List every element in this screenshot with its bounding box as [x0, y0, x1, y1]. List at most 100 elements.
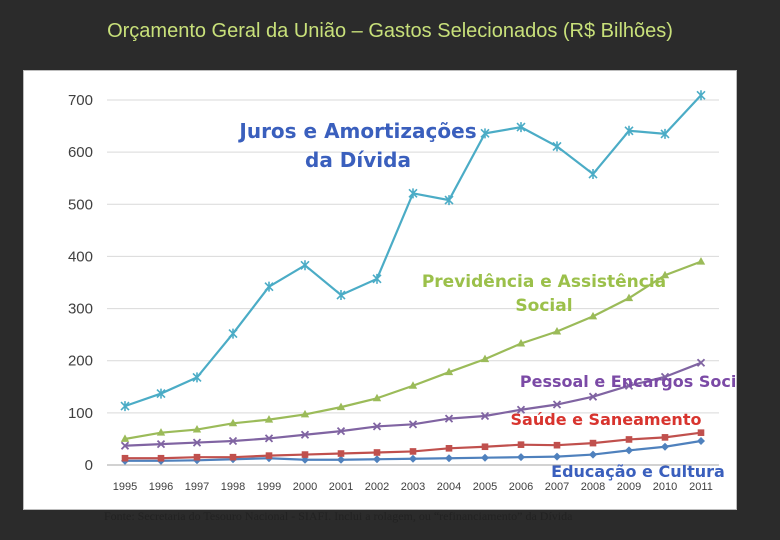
data-point — [480, 354, 490, 363]
data-point — [444, 195, 454, 206]
data-point — [589, 439, 597, 447]
slide-title: Orçamento Geral da União – Gastos Seleci… — [107, 20, 673, 42]
x-tick-label: 2004 — [437, 481, 461, 493]
data-point — [265, 452, 273, 459]
data-point — [516, 405, 526, 414]
data-point — [156, 440, 166, 449]
y-tick-label: 200 — [68, 353, 93, 370]
data-point — [192, 425, 202, 433]
data-point — [120, 434, 130, 442]
data-point — [228, 328, 238, 339]
x-tick-label: 1995 — [113, 481, 137, 493]
data-point — [408, 381, 418, 389]
data-point — [121, 454, 129, 462]
x-tick-label: 1997 — [185, 481, 209, 493]
series-label: Educação e Cultura — [551, 462, 725, 481]
data-point — [372, 422, 382, 431]
x-tick-label: 2002 — [365, 481, 389, 493]
data-point — [409, 454, 417, 463]
data-point — [588, 169, 598, 180]
data-point — [229, 453, 237, 461]
y-tick-label: 400 — [68, 248, 93, 265]
data-point — [156, 428, 166, 436]
data-point — [660, 270, 670, 279]
data-point — [661, 442, 669, 451]
y-tick-label: 100 — [68, 405, 93, 422]
data-point — [661, 434, 669, 441]
data-point — [660, 128, 670, 139]
line-chart: 0 100 200 300 400 500 600 700 1995 1996 1997 1998 19… — [68, 90, 736, 493]
data-point — [264, 434, 274, 443]
data-point — [193, 453, 201, 461]
y-tick-label: 300 — [68, 301, 93, 318]
x-tick-label: 2010 — [653, 481, 677, 493]
data-point — [337, 455, 345, 464]
x-tick-label: 2009 — [617, 481, 641, 493]
data-point — [120, 401, 130, 412]
x-tick-label: 1998 — [221, 481, 245, 493]
data-point — [553, 452, 561, 461]
series-label: Pessoal e Encargos Sociais — [520, 372, 736, 391]
data-point — [516, 339, 526, 347]
data-point — [516, 122, 526, 133]
data-point — [192, 438, 202, 447]
data-point — [337, 450, 345, 457]
data-point — [480, 411, 490, 421]
y-tick-label: 700 — [68, 92, 93, 109]
data-point — [624, 293, 634, 302]
data-point — [697, 437, 705, 446]
series-label: Saúde e Saneamento — [511, 410, 702, 429]
data-point — [588, 392, 598, 401]
data-point — [517, 441, 525, 448]
source-note: Fonte: Secretaria do Tesouro Nacional - … — [104, 509, 573, 523]
data-point — [264, 415, 274, 423]
data-point — [481, 453, 489, 462]
x-tick-label: 1999 — [257, 481, 281, 493]
series-label: Juros e Amortizações — [237, 119, 476, 143]
data-point — [300, 409, 310, 418]
data-point — [445, 454, 453, 463]
data-point — [696, 257, 706, 265]
data-point — [409, 448, 417, 455]
data-point — [697, 429, 705, 436]
x-tick-label: 2005 — [473, 481, 497, 493]
x-tick-label: 1996 — [149, 481, 173, 493]
data-point — [553, 441, 561, 449]
data-point — [624, 125, 634, 136]
data-point — [589, 450, 597, 459]
chart-frame: 0 100 200 300 400 500 600 700 1995 1996 1997 1998 19… — [23, 70, 737, 510]
data-point — [373, 449, 381, 456]
data-point — [156, 388, 166, 399]
data-point — [444, 414, 454, 423]
data-point — [625, 446, 633, 455]
data-point — [552, 400, 562, 409]
data-point — [372, 393, 382, 402]
data-point — [372, 273, 382, 284]
data-point — [481, 443, 489, 451]
y-tick-label: 600 — [68, 144, 93, 161]
data-point — [660, 372, 670, 382]
data-point — [228, 418, 238, 427]
data-point — [696, 358, 706, 367]
x-tick-label: 2001 — [329, 481, 353, 493]
data-point — [588, 311, 598, 320]
data-point — [264, 281, 274, 292]
data-point — [192, 372, 202, 383]
x-tick-label: 2007 — [545, 481, 569, 493]
y-tick-label: 500 — [68, 196, 93, 213]
data-point — [228, 436, 238, 446]
series-label: da Dívida — [305, 148, 411, 172]
data-point — [552, 327, 562, 335]
data-point — [625, 436, 633, 443]
data-point — [336, 290, 346, 301]
x-tick-label: 2008 — [581, 481, 605, 493]
data-point — [157, 454, 165, 462]
x-tick-label: 2003 — [401, 481, 425, 493]
data-point — [480, 128, 490, 139]
data-point — [408, 188, 418, 199]
data-point — [517, 453, 525, 462]
x-tick-label: 2011 — [689, 481, 713, 493]
data-point — [445, 445, 453, 452]
series-label: Social — [515, 296, 572, 316]
series-label: Previdência e Assistência — [422, 272, 666, 292]
